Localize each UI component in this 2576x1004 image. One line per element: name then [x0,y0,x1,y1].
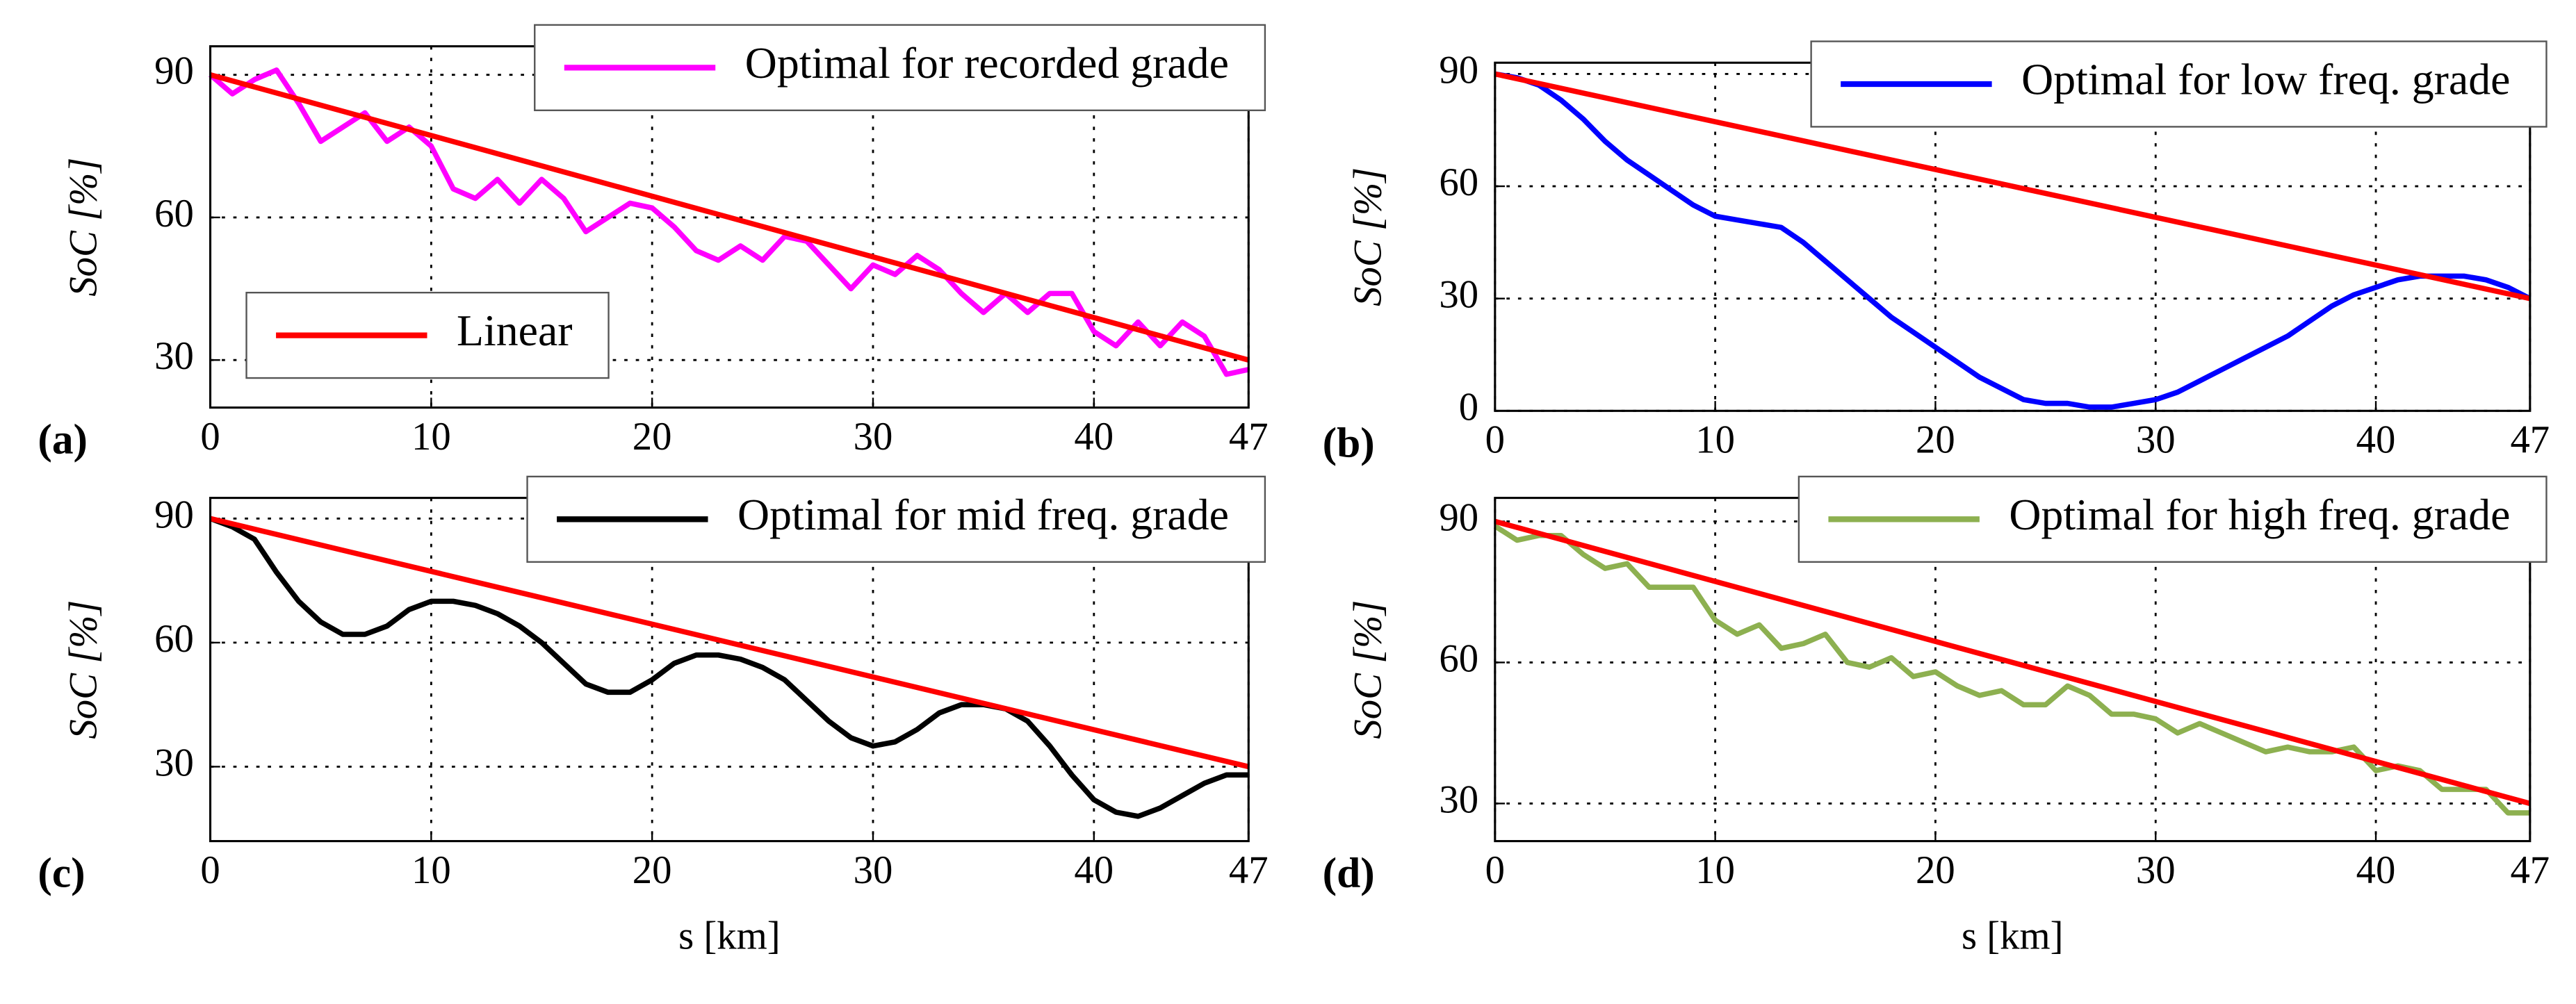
y-tick-label: 30 [1439,273,1478,317]
panel: 0 10 20 30 40 47 30 60 90 (a) SoC [%] Optimal for r… [38,24,1269,463]
x-tick-label: 20 [1916,418,1955,462]
series-line [1493,524,2530,816]
legend-label: Linear [457,306,572,355]
legend: Optimal for high freq. grade [1798,475,2548,563]
x-tick-label: 47 [1229,415,1269,459]
x-tick-label: 40 [2356,848,2396,892]
x-tick-label: 30 [2136,418,2176,462]
panel-label: (d) [1323,850,1375,897]
x-tick-label: 0 [1485,418,1505,462]
series-line [209,516,1250,770]
legend-label: Optimal for recorded grade [745,38,1229,88]
panel: 0 10 20 30 40 47 30 60 90 (d) SoC [%] s [km] Optimal… [1323,475,2550,957]
panel: 0 10 20 30 40 47 30 60 90 (c) SoC [%] s [km] Optimal… [38,475,1269,957]
legend: Linear [245,291,610,379]
x-tick-label: 47 [2510,418,2550,462]
legend: Optimal for mid freq. grade [526,475,1266,563]
x-tick-label: 0 [200,415,220,459]
series-line [209,72,1250,363]
x-tick-label: 47 [1229,848,1269,892]
panel-label: (b) [1323,419,1375,466]
x-tick-label: 10 [411,848,451,892]
x-tick-label: 20 [1916,848,1955,892]
series-line [1494,71,2531,302]
y-tick-label: 0 [1459,385,1478,429]
x-tick-label: 40 [1074,415,1114,459]
panel-label: (a) [38,416,88,463]
y-axis-label: SoC [%] [61,158,105,297]
series-line [209,516,1249,819]
x-tick-label: 0 [1485,848,1505,892]
x-tick-label: 30 [2136,848,2176,892]
x-tick-label: 10 [1695,848,1735,892]
x-tick-label: 20 [633,415,672,459]
x-tick-label: 10 [1695,418,1735,462]
y-tick-label: 30 [1439,777,1478,821]
legend-label: Optimal for low freq. grade [2021,55,2510,104]
x-axis-label: s [km] [678,914,781,957]
y-tick-label: 30 [154,741,194,784]
y-tick-label: 90 [1439,48,1478,92]
y-axis-label: SoC [%] [61,600,105,739]
x-tick-label: 30 [854,415,893,459]
y-tick-label: 60 [154,192,194,236]
x-tick-label: 0 [200,848,220,892]
x-axis-label: s [km] [1962,914,2064,957]
y-tick-label: 60 [154,617,194,661]
y-tick-label: 30 [154,334,194,378]
y-tick-label: 90 [1439,495,1478,539]
x-tick-label: 40 [2356,418,2396,462]
legend-label: Optimal for mid freq. grade [737,490,1229,539]
series-line [1494,518,2531,807]
y-tick-label: 60 [1439,636,1478,680]
x-tick-label: 30 [854,848,893,892]
legend-label: Optimal for high freq. grade [2009,490,2510,539]
panel-label: (c) [38,850,85,897]
y-tick-label: 90 [154,493,194,536]
y-axis-label: SoC [%] [1346,167,1390,306]
series-line [1494,71,2532,410]
x-tick-label: 10 [411,415,451,459]
x-tick-label: 47 [2510,848,2550,892]
y-tick-label: 60 [1439,161,1478,204]
legend: Optimal for low freq. grade [1810,40,2548,128]
series-line [209,67,1250,377]
x-tick-label: 40 [1074,848,1114,892]
panel: 0 10 20 30 40 47 0 30 60 90 (b) SoC [%] Optimal for … [1323,40,2550,466]
x-tick-label: 20 [633,848,672,892]
y-axis-label: SoC [%] [1346,600,1390,739]
y-tick-label: 90 [154,49,194,93]
legend: Optimal for recorded grade [534,24,1266,111]
